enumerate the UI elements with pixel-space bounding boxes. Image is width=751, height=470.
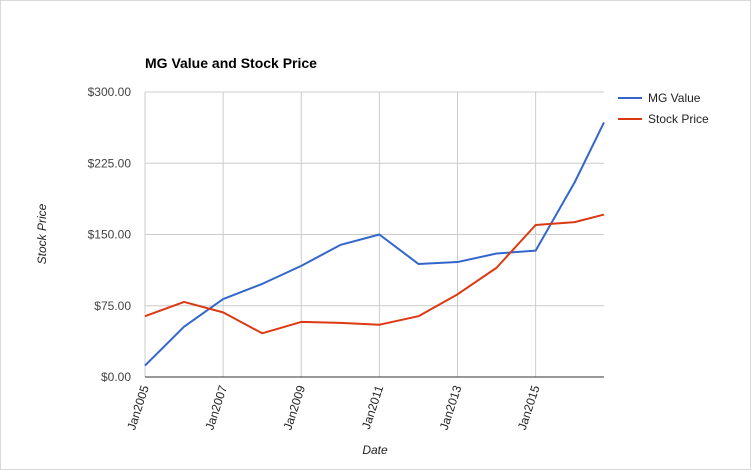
y-axis-title: Stock Price xyxy=(35,203,49,264)
y-tick-label: $75.00 xyxy=(94,299,131,313)
x-tick-label: Jan2005 xyxy=(124,383,152,431)
y-tick-label: $150.00 xyxy=(88,228,132,242)
series-lines xyxy=(144,121,605,367)
gridlines xyxy=(144,91,604,377)
y-tick-label: $0.00 xyxy=(101,370,131,384)
x-tick-label: Jan2015 xyxy=(515,383,543,431)
x-axis-ticks: Jan2005 Jan2007 Jan2009 Jan2011 Jan2013 Jan20… xyxy=(124,383,542,431)
x-tick-label: Jan2009 xyxy=(281,383,309,431)
y-axis-ticks: $0.00 $75.00 $150.00 $225.00 $300.00 xyxy=(88,85,132,384)
legend[interactable]: MG Value Stock Price xyxy=(618,91,709,126)
y-tick-label: $225.00 xyxy=(88,156,132,170)
x-tick-label: Jan2007 xyxy=(202,383,230,431)
x-axis-title: Date xyxy=(362,443,388,457)
chart-title: MG Value and Stock Price xyxy=(145,55,317,71)
x-tick-label: Jan2013 xyxy=(437,383,465,431)
y-tick-label: $300.00 xyxy=(88,85,132,99)
legend-label: Stock Price xyxy=(648,112,709,126)
x-tick-label: Jan2011 xyxy=(359,383,386,431)
legend-label: MG Value xyxy=(648,91,701,105)
